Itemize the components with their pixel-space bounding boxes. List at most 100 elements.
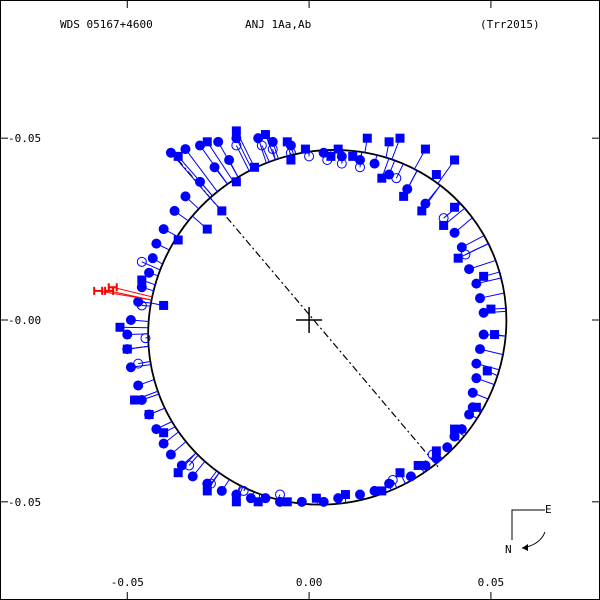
observation-open-circle	[140, 333, 151, 344]
observation-square	[471, 402, 481, 412]
observation-circle	[355, 489, 365, 500]
y-tick-label: -0.05	[8, 132, 41, 145]
compass: E N	[505, 503, 552, 556]
compass-east-label: E	[545, 503, 552, 516]
observation-circle	[420, 460, 431, 471]
observation-square	[250, 162, 260, 172]
observation-square	[439, 220, 449, 230]
observation-open-circle	[438, 213, 449, 224]
observation-open-circle	[336, 158, 347, 169]
observation-square	[453, 253, 463, 263]
observation-square	[159, 300, 169, 310]
observation-square	[173, 235, 183, 245]
x-tick-label: -0.05	[111, 576, 144, 589]
observation-circle	[209, 162, 220, 173]
observation-square	[282, 497, 292, 507]
observation-circle	[442, 442, 453, 453]
observation-open-circle	[184, 460, 195, 471]
residual-line	[141, 261, 161, 271]
observation-square	[450, 424, 460, 434]
observation-circle	[151, 238, 162, 249]
observation-circle	[369, 485, 380, 496]
observation-circle	[420, 198, 431, 209]
observation-circle	[165, 449, 176, 460]
residual-line	[206, 141, 234, 181]
rejected-points	[93, 283, 153, 301]
observation-circle	[245, 493, 256, 504]
observation-circle	[133, 380, 144, 391]
observation-open-circle	[136, 300, 147, 311]
observation-open-circle	[391, 173, 402, 184]
rejected-marker	[107, 283, 118, 292]
observation-circle	[136, 395, 147, 405]
observation-square	[115, 322, 125, 332]
observation-square	[137, 275, 147, 285]
y-tick-label: -0.00	[8, 314, 41, 327]
observation-circle	[464, 264, 475, 275]
x-tick-label: 0.05	[478, 576, 505, 589]
observation-square	[231, 177, 241, 187]
observation-square	[202, 486, 212, 496]
observation-square	[300, 144, 310, 154]
observation-square	[384, 137, 394, 147]
observation-circle	[267, 136, 278, 147]
residual-line	[235, 137, 253, 170]
rejected-marker	[93, 286, 104, 295]
observation-square	[450, 155, 460, 165]
compass-arrowhead	[522, 544, 528, 551]
observation-square	[490, 330, 500, 340]
observation-square	[413, 460, 423, 470]
observation-circle	[384, 478, 395, 489]
observation-circle	[136, 282, 147, 293]
observation-square	[326, 151, 336, 161]
observation-circle	[122, 329, 133, 340]
observation-open-circle	[285, 147, 296, 158]
residual-line	[210, 472, 220, 484]
observation-circle	[456, 424, 467, 435]
observation-square	[173, 468, 183, 478]
observation-circle	[180, 144, 191, 155]
observation-open-circle	[304, 151, 315, 162]
observation-square	[486, 304, 496, 314]
residual-line	[188, 454, 199, 466]
observation-circle	[195, 176, 205, 187]
observation-square	[286, 155, 296, 165]
observation-circle	[449, 431, 460, 442]
observation-square	[333, 144, 343, 154]
observation-circle	[133, 296, 144, 307]
observation-open-circle	[355, 162, 365, 173]
observation-circle	[144, 267, 155, 278]
observation-square	[395, 468, 405, 478]
observation-square	[362, 133, 372, 143]
compass-east-arrow	[511, 509, 545, 540]
observation-circle	[224, 155, 235, 165]
observation-circle	[405, 471, 416, 482]
observation-circle	[471, 373, 482, 384]
header-left-label: WDS 05167+4600	[60, 18, 153, 31]
observation-square	[217, 206, 227, 216]
observation-square	[431, 446, 441, 456]
observation-square	[260, 130, 270, 140]
observation-open-circle	[205, 478, 216, 489]
observation-circle	[467, 387, 478, 398]
observation-circle	[158, 438, 169, 449]
residual-line	[272, 148, 276, 160]
observation-circle	[475, 293, 485, 304]
observation-points	[115, 126, 500, 507]
header-center-label: ANJ 1Aa,Ab	[245, 18, 311, 31]
observation-open-circle	[387, 475, 398, 485]
observation-circle	[176, 460, 187, 471]
observation-circle	[471, 358, 482, 369]
orbit-ellipse-group	[147, 149, 508, 506]
observation-square	[482, 366, 492, 376]
observation-circle	[216, 485, 227, 496]
observation-circle	[180, 191, 191, 202]
observation-circle	[260, 493, 271, 504]
residual-line	[243, 487, 247, 492]
observation-open-circle	[238, 485, 249, 496]
observation-open-circle	[256, 140, 267, 151]
residual-line	[395, 163, 404, 179]
observation-square	[159, 428, 169, 438]
